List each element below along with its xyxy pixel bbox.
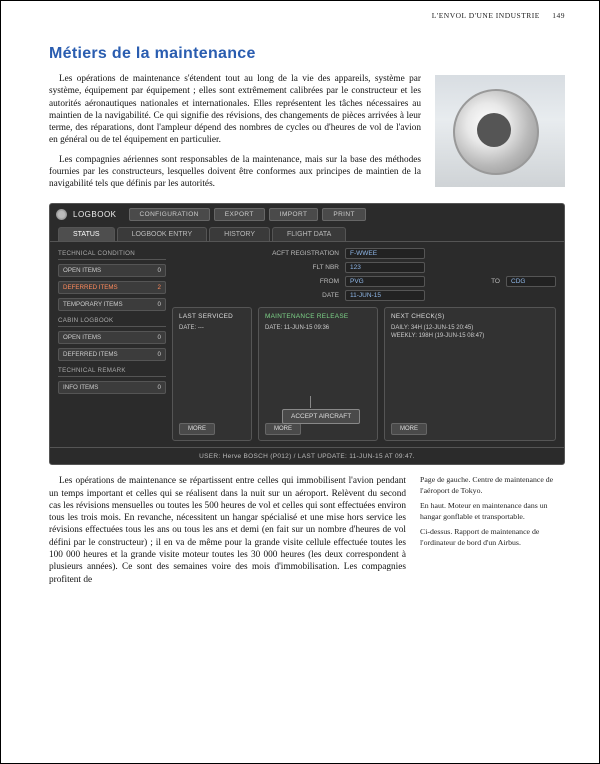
page-title: Métiers de la maintenance [49,45,565,63]
side-temp-items[interactable]: TEMPORARY ITEMS0 [58,298,166,311]
side-hdr-remark: TECHNICAL REMARK [58,365,166,377]
header-section: L'ENVOL D'UNE INDUSTRIE [432,11,540,20]
tab-status[interactable]: STATUS [58,227,115,241]
logbook-footer: USER: Herve BOSCH (P012) / LAST UPDATE: … [50,447,564,460]
tab-flight-data[interactable]: FLIGHT DATA [272,227,346,241]
tab-history[interactable]: HISTORY [209,227,270,241]
panel-next-checks: NEXT CHECK(S) DAILY: 34H (12-JUN-15 20:4… [384,307,556,441]
to-label: TO [431,276,500,287]
to-field[interactable]: CDG [506,276,556,287]
flt-field[interactable]: 123 [345,262,425,273]
release-hdr: MAINTENANCE RELEASE [265,313,371,320]
panel-connector [310,396,311,408]
from-label: FROM [212,276,339,287]
caption-column: Page de gauche. Centre de maintenance de… [420,475,565,585]
engine-photo [435,75,565,187]
accept-aircraft-button[interactable]: ACCEPT AIRCRAFT [282,409,360,424]
running-header: L'ENVOL D'UNE INDUSTRIE 149 [432,11,565,20]
side-deferred-items[interactable]: DEFERRED ITEMS2 [58,281,166,294]
caption-2: En haut. Moteur en maintenance dans un h… [420,501,565,522]
next-weekly: WEEKLY: 198H (19-JUN-15 08:47) [391,333,549,339]
tab-logbook-entry[interactable]: LOGBOOK ENTRY [117,227,208,241]
sidebar: TECHNICAL CONDITION OPEN ITEMS0 DEFERRED… [58,248,166,441]
date-field[interactable]: 11-JUN-15 [345,290,425,301]
panel-last-serviced: LAST SERVICED DATE: --- MORE [172,307,252,441]
from-field[interactable]: PVG [345,276,425,287]
last-date: DATE: --- [179,325,245,331]
side-hdr-tech: TECHNICAL CONDITION [58,248,166,260]
side-hdr-cabin: CABIN LOGBOOK [58,315,166,327]
body-p1: Les opérations de maintenance se réparti… [49,475,406,585]
release-date: DATE: 11-JUN-15 09:36 [265,325,371,331]
last-more-button[interactable]: MORE [179,423,215,435]
flt-label: FLT NBR [212,262,339,273]
reg-field[interactable]: F-WWEE [345,248,425,259]
next-daily: DAILY: 34H (12-JUN-15 20:45) [391,325,549,331]
export-button[interactable]: EXPORT [214,208,265,221]
release-more-button[interactable]: MORE [265,423,301,435]
print-button[interactable]: PRINT [322,208,366,221]
flight-form: ACFT REGISTRATION F-WWEE FLT NBR 123 FRO… [172,248,556,301]
side-cabin-open[interactable]: OPEN ITEMS0 [58,331,166,344]
side-info-items[interactable]: INFO ITEMS0 [58,381,166,394]
side-open-items[interactable]: OPEN ITEMS0 [58,264,166,277]
last-hdr: LAST SERVICED [179,313,245,320]
caption-3: Ci-dessus. Rapport de maintenance de l'o… [420,527,565,548]
intro-p1: Les opérations de maintenance s'étendent… [49,73,421,147]
next-more-button[interactable]: MORE [391,423,427,435]
side-cabin-deferred[interactable]: DEFERRED ITEMS0 [58,348,166,361]
intro-text: Les opérations de maintenance s'étendent… [49,73,421,197]
logbook-title: LOGBOOK [73,210,117,219]
caption-1: Page de gauche. Centre de maintenance de… [420,475,565,496]
body-text: Les opérations de maintenance se réparti… [49,475,406,585]
page-number: 149 [552,11,565,20]
config-button[interactable]: CONFIGURATION [129,208,210,221]
date-label: DATE [212,290,339,301]
reg-label: ACFT REGISTRATION [212,248,339,259]
import-button[interactable]: IMPORT [269,208,319,221]
logbook-logo-icon [56,209,67,220]
logbook-app: LOGBOOK CONFIGURATION EXPORT IMPORT PRIN… [49,203,565,465]
intro-p2: Les compagnies aériennes sont responsabl… [49,154,421,191]
next-hdr: NEXT CHECK(S) [391,313,549,320]
